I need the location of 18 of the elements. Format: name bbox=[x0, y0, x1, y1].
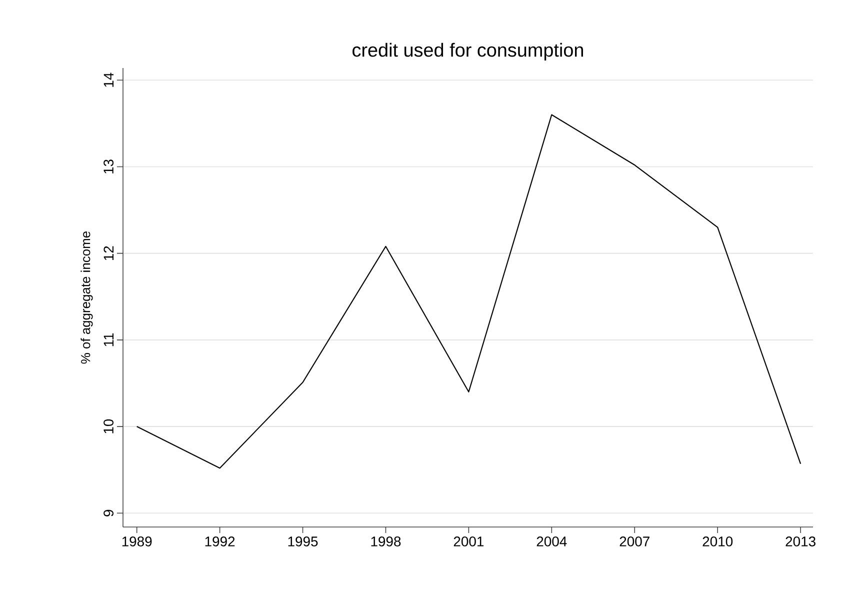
x-tick-label: 1998 bbox=[371, 536, 401, 546]
y-tick-label: 13 bbox=[104, 160, 114, 174]
chart-title: credit used for consumption bbox=[352, 42, 583, 60]
x-tick-label: 2010 bbox=[702, 536, 733, 546]
x-tick-label: 2007 bbox=[620, 536, 650, 546]
y-tick-label: 11 bbox=[104, 333, 114, 346]
y-tick-label: 10 bbox=[104, 419, 114, 434]
x-tick-label: 1992 bbox=[205, 536, 235, 546]
x-tick-label: 2001 bbox=[454, 536, 484, 546]
x-tick-label: 1995 bbox=[288, 536, 318, 546]
x-tick-label: 1989 bbox=[122, 536, 152, 546]
x-tick-label: 2004 bbox=[536, 536, 567, 546]
line-series bbox=[136, 114, 802, 469]
x-tick-label: 2013 bbox=[786, 536, 816, 546]
y-tick-label: 12 bbox=[104, 246, 114, 260]
y-tick-label: 14 bbox=[104, 72, 114, 87]
y-axis-title: % of aggregate income bbox=[80, 232, 93, 364]
y-tick-label: 9 bbox=[104, 510, 114, 516]
